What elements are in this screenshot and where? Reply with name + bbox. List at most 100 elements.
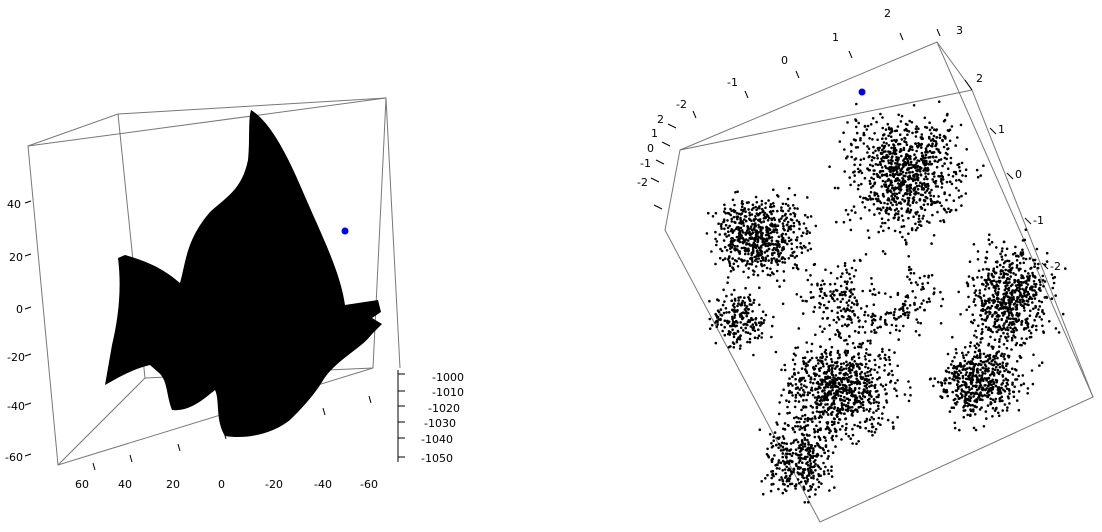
cloud-point (829, 350, 833, 354)
cloud-point (781, 445, 785, 449)
cloud-point (845, 367, 848, 370)
cloud-point (719, 224, 723, 228)
cloud-point (819, 366, 822, 370)
cloud-point (868, 137, 871, 140)
cloud-point (805, 398, 808, 402)
cloud-point (869, 186, 873, 189)
cloud-point (760, 199, 764, 203)
cloud-point (809, 290, 813, 294)
left-3d-scatter: 40 20 0 -20 -40 -60 60 40 20 0 -20 -40 -… (5, 97, 464, 491)
cloud-point (972, 365, 976, 369)
cloud-point (934, 129, 938, 132)
cloud-point (824, 439, 828, 442)
cloud-point (882, 155, 885, 159)
cloud-point (779, 461, 783, 465)
cloud-point (888, 348, 891, 352)
cloud-point (812, 295, 815, 299)
cloud-point (824, 268, 827, 272)
cloud-point (748, 213, 752, 217)
cloud-point (1006, 354, 1010, 358)
cloud-point (896, 125, 900, 128)
cloud-point (1010, 336, 1014, 340)
cloud-point (930, 273, 934, 277)
cloud-point (771, 472, 775, 476)
cloud-point (756, 336, 760, 340)
left-y-tick: -1040 (421, 433, 453, 446)
cloud-point (867, 353, 870, 357)
cloud-point (982, 294, 986, 297)
cloud-point (1023, 238, 1027, 242)
cloud-point (995, 284, 998, 288)
cloud-point (766, 254, 769, 258)
cloud-point (987, 274, 990, 278)
cloud-point (771, 209, 775, 213)
cloud-point (738, 347, 742, 350)
cloud-point (812, 372, 816, 375)
cloud-point (1017, 374, 1020, 378)
cloud-point (714, 262, 717, 266)
cloud-point (895, 394, 899, 398)
cloud-point (838, 371, 842, 375)
cloud-point (863, 313, 866, 317)
left-x-axis: 60 40 20 0 -20 -40 -60 (75, 395, 378, 491)
cloud-point (830, 360, 834, 364)
cloud-point (780, 257, 784, 261)
cloud-point (932, 384, 935, 388)
cloud-point (899, 120, 903, 123)
cloud-point (994, 325, 998, 329)
cloud-point (1034, 282, 1038, 286)
cloud-point (770, 212, 773, 216)
cloud-point (1009, 275, 1012, 278)
cloud-point (874, 363, 877, 367)
cloud-point (810, 283, 813, 286)
cloud-point (836, 406, 840, 410)
cloud-point (1043, 296, 1047, 299)
cloud-point (727, 330, 731, 333)
cloud-point (997, 287, 1001, 291)
cloud-point (835, 434, 838, 438)
right-right-tick: -1 (1033, 214, 1044, 227)
cloud-point (853, 180, 856, 183)
cloud-point (936, 160, 939, 164)
cloud-point (899, 181, 903, 184)
cloud-point (943, 382, 947, 385)
cloud-point (914, 142, 917, 145)
cloud-point (792, 230, 795, 234)
cloud-point (1021, 374, 1025, 377)
cloud-point (820, 287, 824, 291)
cloud-point (849, 306, 853, 309)
cloud-point (972, 408, 975, 411)
cloud-point (955, 179, 958, 182)
cloud-point (881, 250, 885, 253)
cloud-point (876, 175, 879, 178)
cloud-point (770, 476, 773, 480)
cloud-point (813, 305, 817, 309)
cloud-point (796, 267, 800, 271)
cloud-point (1027, 277, 1031, 281)
cloud-point (733, 310, 736, 314)
cloud-point (930, 242, 933, 245)
cloud-point (821, 296, 825, 300)
cloud-point (879, 225, 883, 228)
cloud-point (1020, 276, 1023, 280)
cloud-point (956, 136, 959, 139)
cloud-point (1002, 379, 1005, 382)
cloud-point (979, 363, 983, 367)
cloud-point (1021, 287, 1024, 291)
cloud-point (800, 439, 804, 442)
cloud-point (723, 207, 727, 210)
cloud-point (780, 476, 783, 479)
cloud-point (800, 386, 803, 390)
cloud-point (800, 443, 803, 446)
cloud-point (766, 219, 770, 222)
cloud-point (970, 379, 973, 382)
cloud-point (1006, 284, 1009, 287)
cloud-point (866, 229, 870, 232)
cloud-point (859, 259, 862, 263)
cloud-point (1004, 368, 1008, 371)
cloud-point (992, 324, 996, 328)
cloud-point (796, 391, 800, 395)
cloud-point (900, 225, 904, 228)
cloud-point (993, 400, 997, 404)
cloud-point (1031, 301, 1034, 304)
